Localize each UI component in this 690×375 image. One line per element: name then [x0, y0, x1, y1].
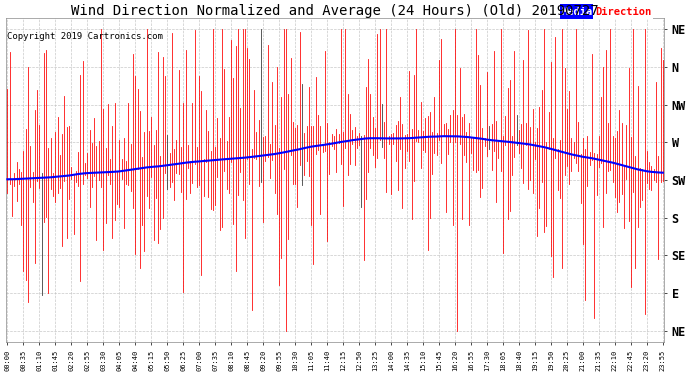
Text: Copyright 2019 Cartronics.com: Copyright 2019 Cartronics.com [7, 32, 163, 41]
Title: Wind Direction Normalized and Average (24 Hours) (Old) 20190727: Wind Direction Normalized and Average (2… [71, 4, 599, 18]
Text: Median: Median [562, 6, 600, 16]
Text: Direction: Direction [595, 6, 651, 16]
